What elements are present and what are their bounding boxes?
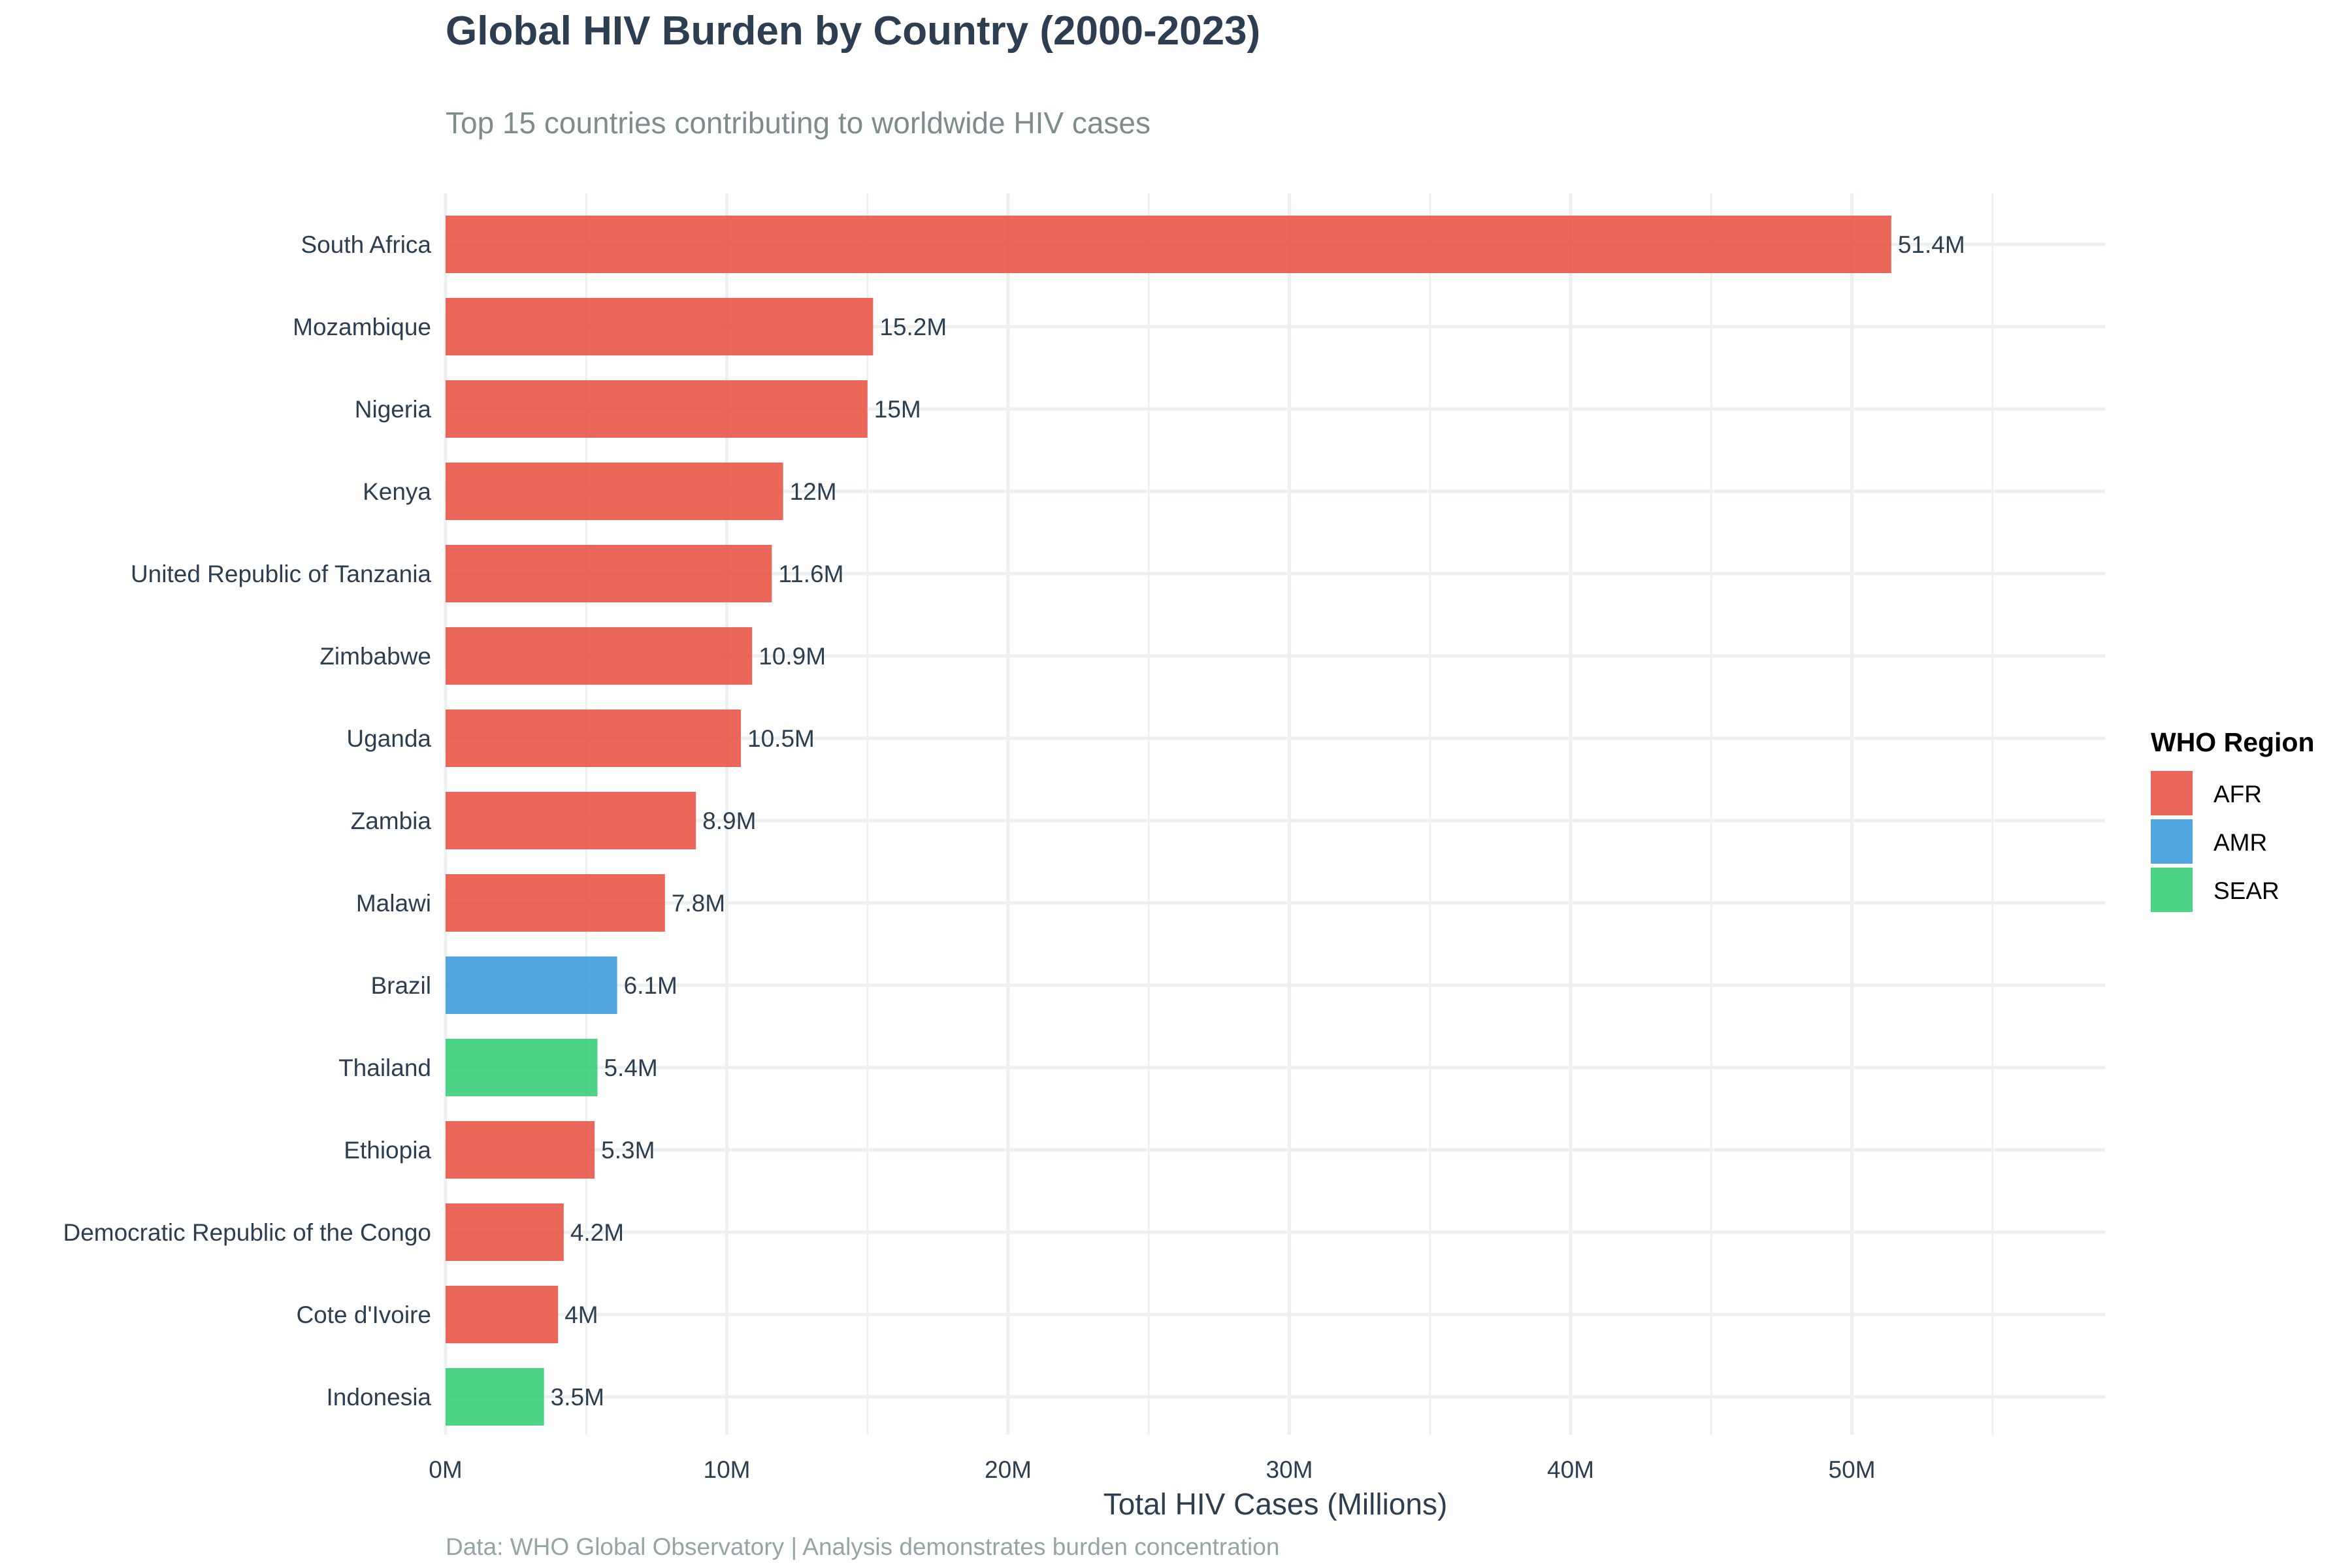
category-label: Indonesia — [327, 1384, 432, 1411]
legend-label: AMR — [2213, 829, 2267, 856]
chart-caption: Data: WHO Global Observatory | Analysis … — [446, 1533, 1279, 1560]
bar — [446, 792, 696, 849]
value-label: 5.4M — [604, 1054, 657, 1081]
category-label: Cote d'Ivoire — [296, 1301, 431, 1328]
category-label: Mozambique — [293, 314, 431, 340]
category-label: Democratic Republic of the Congo — [63, 1219, 431, 1246]
category-label: Kenya — [363, 478, 431, 505]
bars — [446, 216, 1891, 1426]
value-label: 6.1M — [624, 972, 678, 999]
bar — [446, 298, 874, 355]
category-label: Brazil — [370, 972, 431, 999]
bar — [446, 1121, 595, 1179]
x-tick-label: 0M — [429, 1456, 462, 1483]
value-label: 15.2M — [879, 314, 947, 340]
x-tick-label: 20M — [985, 1456, 1032, 1483]
chart-title: Global HIV Burden by Country (2000-2023) — [446, 8, 1260, 54]
chart-subtitle: Top 15 countries contributing to worldwi… — [446, 106, 1151, 140]
bar — [446, 1203, 564, 1261]
category-label: Uganda — [346, 725, 431, 752]
legend-title: WHO Region — [2151, 727, 2315, 757]
value-label: 12M — [790, 478, 837, 505]
bar — [446, 545, 772, 602]
value-label: 10.5M — [747, 725, 815, 752]
x-tick-label: 30M — [1266, 1456, 1313, 1483]
bar — [446, 874, 665, 932]
category-label: Malawi — [356, 890, 431, 917]
value-label: 3.5M — [551, 1384, 604, 1411]
value-label: 51.4M — [1898, 231, 1965, 258]
category-label: South Africa — [301, 231, 431, 258]
value-label: 10.9M — [759, 643, 826, 670]
bar — [446, 1368, 544, 1426]
category-label: Zimbabwe — [319, 643, 431, 670]
x-tick-label: 40M — [1547, 1456, 1594, 1483]
legend: WHO Region AFR AMR SEAR — [2151, 727, 2315, 912]
x-tick-label: 10M — [704, 1456, 751, 1483]
legend-swatch — [2151, 868, 2193, 912]
value-label: 7.8M — [672, 890, 725, 917]
bar — [446, 1286, 559, 1343]
bar — [446, 380, 868, 438]
value-label: 15M — [874, 396, 921, 423]
value-label: 8.9M — [702, 808, 756, 834]
bar — [446, 956, 617, 1014]
value-label: 5.3M — [601, 1137, 655, 1164]
legend-swatch — [2151, 819, 2193, 864]
x-tick-label: 50M — [1829, 1456, 1876, 1483]
bar — [446, 627, 753, 685]
category-label: Ethiopia — [344, 1137, 431, 1164]
legend-items: AFR AMR SEAR — [2151, 771, 2279, 912]
category-label: Nigeria — [355, 396, 432, 423]
category-label: Zambia — [351, 808, 432, 834]
bar — [446, 216, 1891, 273]
value-label: 4.2M — [570, 1219, 624, 1246]
value-label: 4M — [564, 1301, 598, 1328]
legend-label: SEAR — [2213, 877, 2279, 904]
x-axis-title: Total HIV Cases (Millions) — [1103, 1487, 1448, 1521]
legend-label: AFR — [2213, 781, 2262, 808]
legend-swatch — [2151, 771, 2193, 815]
category-label: United Republic of Tanzania — [131, 561, 431, 587]
category-label: Thailand — [338, 1054, 431, 1081]
value-label: 11.6M — [778, 561, 843, 587]
bar — [446, 463, 783, 520]
bar — [446, 1039, 598, 1096]
bar — [446, 710, 742, 767]
labels: 0M 10M 20M 30M 40M 50M South Africa 51.4M Mozamb… — [63, 231, 1965, 1483]
